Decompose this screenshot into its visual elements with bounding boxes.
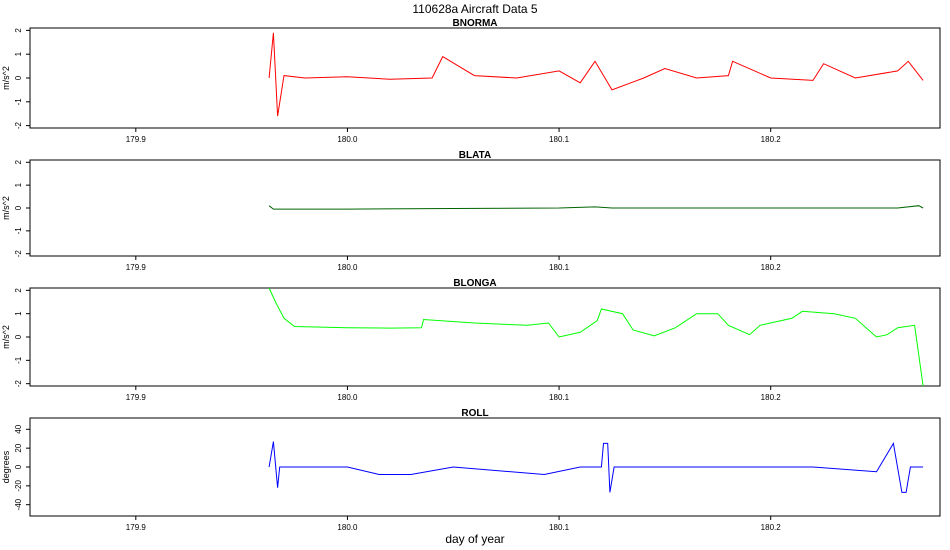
y-tick-label: 0 [14,75,23,80]
plot-frame [29,287,941,387]
y-tick-label: 20 [14,443,23,452]
y-tick-label: 0 [14,334,23,339]
series-line-blata [268,205,924,210]
panel-roll: ROLL degrees 179.9 180.0 180.1 180.2 -40 -20 0 20… [1,408,941,532]
y-tick-label: -1 [14,356,23,364]
x-tick-label: 179.9 [126,263,147,272]
y-tick-label: -2 [14,380,23,388]
x-tick-label: 180.0 [337,393,358,402]
x-tick-label: 180.2 [761,263,782,272]
panel-bnorma: BNORMA m/s^2 179.9 180.0 180.1 180.2 -2 -1 0 1 2 [1,18,941,144]
x-tick-label: 180.0 [337,263,358,272]
x-tick-label: 179.9 [126,393,147,402]
y-tick-label: 0 [14,464,23,469]
x-tick-label: 180.2 [761,523,782,532]
y-axis-label: m/s^2 [1,325,11,349]
y-tick-label: 2 [14,160,23,165]
y-tick-label: 1 [14,311,23,316]
y-tick-label: 1 [14,51,23,56]
y-tick-label: -40 [14,498,23,510]
x-tick-label: 179.9 [126,135,147,144]
x-axis-label: day of year [445,532,504,546]
y-axis-label: m/s^2 [1,196,11,220]
series-line-bnorma [268,32,924,117]
x-tick-label: 180.0 [337,523,358,532]
y-tick-label: -1 [14,98,23,106]
figure-title: 110628a Aircraft Data 5 [412,2,538,16]
series-line-roll [268,441,924,493]
y-axis-label: degrees [1,450,11,483]
x-tick-label: 180.1 [549,393,570,402]
panel-title: BLONGA [453,278,496,289]
y-tick-label: -2 [14,250,23,258]
panel-blata: BLATA m/s^2 179.9 180.0 180.1 180.2 -2 -1 0 1 2 [1,150,941,272]
panel-title: ROLL [461,408,488,419]
panel-title: BNORMA [453,18,498,29]
x-tick-label: 180.0 [337,135,358,144]
x-tick-label: 180.1 [549,523,570,532]
y-tick-label: 2 [14,28,23,33]
y-axis-label: m/s^2 [1,66,11,90]
panel-title: BLATA [459,150,491,161]
y-tick-label: -20 [14,480,23,492]
x-tick-label: 180.2 [761,135,782,144]
series-line-blonga [268,287,924,387]
y-tick-label: -2 [14,122,23,130]
y-tick-label: 40 [14,424,23,433]
y-tick-label: 1 [14,182,23,187]
y-tick-label: -1 [14,227,23,235]
x-tick-label: 179.9 [126,523,147,532]
panel-blonga: BLONGA m/s^2 179.9 180.0 180.1 180.2 -2 -1 0 1 2 [1,278,941,402]
plot-frame [29,27,941,129]
x-tick-label: 180.1 [549,263,570,272]
y-tick-label: 0 [14,205,23,210]
y-tick-label: 2 [14,288,23,293]
x-tick-label: 180.1 [549,135,570,144]
x-tick-label: 180.2 [761,393,782,402]
